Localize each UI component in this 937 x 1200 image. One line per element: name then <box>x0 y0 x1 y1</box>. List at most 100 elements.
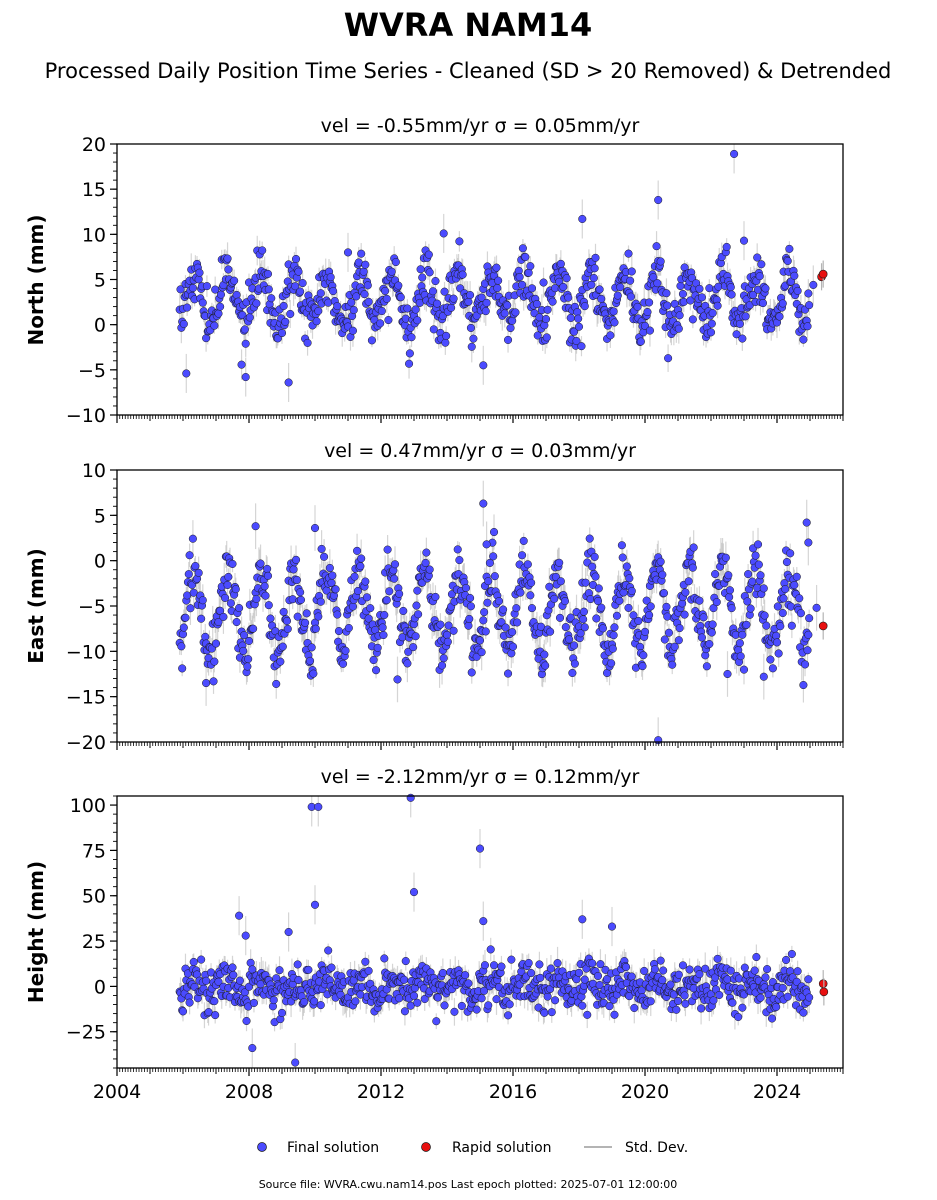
final-solution-point <box>805 301 814 310</box>
final-solution-point <box>656 557 665 566</box>
final-solution-point <box>210 657 219 666</box>
final-solution-point <box>353 546 362 555</box>
final-solution-point <box>639 651 648 660</box>
final-solution-point <box>361 957 370 966</box>
north-panel: vel = -0.55mm/yr σ = 0.05mm/yr −10 −5 0 5 10… <box>24 115 844 427</box>
final-solution-point <box>464 297 473 306</box>
final-solution-point <box>440 1001 449 1010</box>
final-solution-point <box>674 636 683 645</box>
final-solution-point <box>550 594 559 603</box>
final-solution-point <box>267 294 276 303</box>
final-solution-point <box>754 560 763 569</box>
final-solution-point <box>440 287 449 296</box>
final-solution-point <box>805 614 814 623</box>
final-solution-point <box>240 631 249 640</box>
height-panel: vel = -2.12mm/yr σ = 0.12mm/yr −25025507… <box>24 766 844 1103</box>
final-solution-point <box>513 618 522 627</box>
final-solution-point <box>793 286 802 295</box>
final-solution-point <box>589 273 598 283</box>
final-solution-point <box>381 286 390 295</box>
final-solution-point <box>705 284 714 293</box>
final-solution-point <box>615 596 624 605</box>
final-solution-point <box>278 642 287 651</box>
final-solution-point <box>758 299 768 308</box>
final-solution-point <box>782 557 791 567</box>
final-solution-point <box>739 236 749 245</box>
final-solution-point <box>759 672 768 681</box>
final-solution-point <box>674 324 683 333</box>
final-solution-point <box>210 997 219 1006</box>
final-solution-point <box>244 1002 253 1011</box>
final-solution-point <box>678 289 688 299</box>
final-solution-point <box>493 284 502 293</box>
final-solution-point <box>360 290 369 299</box>
final-solution-point <box>263 269 273 278</box>
final-solution-point <box>314 612 323 621</box>
final-solution-point <box>497 962 506 971</box>
final-solution-point <box>787 621 796 630</box>
final-solution-point <box>269 996 278 1005</box>
final-solution-point <box>178 1007 188 1016</box>
height-std-dev-bars <box>179 796 810 1068</box>
final-solution-point <box>178 664 187 673</box>
final-solution-point <box>279 607 288 617</box>
final-solution-point <box>429 325 438 334</box>
final-solution-point <box>291 555 301 564</box>
final-solution-point <box>738 334 747 343</box>
final-solution-point <box>643 307 652 317</box>
final-solution-point <box>328 571 337 580</box>
final-solution-point <box>482 298 491 307</box>
final-solution-point <box>627 267 636 276</box>
final-solution-point <box>428 287 438 296</box>
final-solution-point <box>597 603 606 612</box>
final-solution-point <box>361 260 370 269</box>
final-solution-point <box>485 558 494 567</box>
final-solution-point <box>686 296 695 305</box>
final-solution-point <box>477 994 486 1003</box>
final-solution-point <box>324 946 333 955</box>
final-solution-point <box>376 319 385 328</box>
final-solution-point <box>626 292 636 301</box>
final-solution-point <box>232 617 241 627</box>
y-tick-label: −10 <box>66 641 106 663</box>
final-solution-point <box>241 373 250 382</box>
final-solution-point <box>424 250 433 259</box>
final-solution-point <box>362 593 372 602</box>
final-solution-point <box>555 558 564 567</box>
final-solution-point <box>263 564 272 573</box>
final-solution-point <box>499 605 508 614</box>
final-solution-point <box>399 606 408 615</box>
final-solution-point <box>607 659 616 668</box>
final-solution-point <box>527 578 536 587</box>
final-solution-point <box>556 259 565 268</box>
final-solution-point <box>675 624 684 633</box>
final-solution-point <box>778 299 787 308</box>
final-solution-point <box>494 597 504 606</box>
final-solution-point <box>404 647 413 656</box>
final-solution-point <box>396 293 405 302</box>
final-solution-point <box>477 648 486 657</box>
final-solution-point <box>293 960 302 969</box>
final-solution-point <box>394 281 403 290</box>
final-solution-point <box>349 305 358 315</box>
final-solution-point <box>391 257 400 267</box>
final-solution-point <box>501 623 510 632</box>
final-solution-point <box>294 975 303 985</box>
final-solution-point <box>186 604 195 613</box>
final-solution-point <box>591 253 600 262</box>
final-solution-point <box>178 630 188 639</box>
final-solution-point <box>390 560 400 569</box>
final-solution-point <box>507 955 516 964</box>
final-solution-point <box>475 636 485 645</box>
final-solution-point <box>688 315 697 324</box>
final-solution-point <box>533 331 542 340</box>
final-solution-point <box>317 544 326 553</box>
final-solution-point <box>727 604 736 613</box>
final-solution-point <box>645 326 655 335</box>
final-solution-point <box>261 591 270 600</box>
final-solution-point <box>500 309 509 318</box>
final-solution-point <box>249 624 258 633</box>
rapid-solution-point <box>818 269 828 279</box>
final-solution-point <box>407 333 416 342</box>
final-solution-point <box>231 585 240 594</box>
